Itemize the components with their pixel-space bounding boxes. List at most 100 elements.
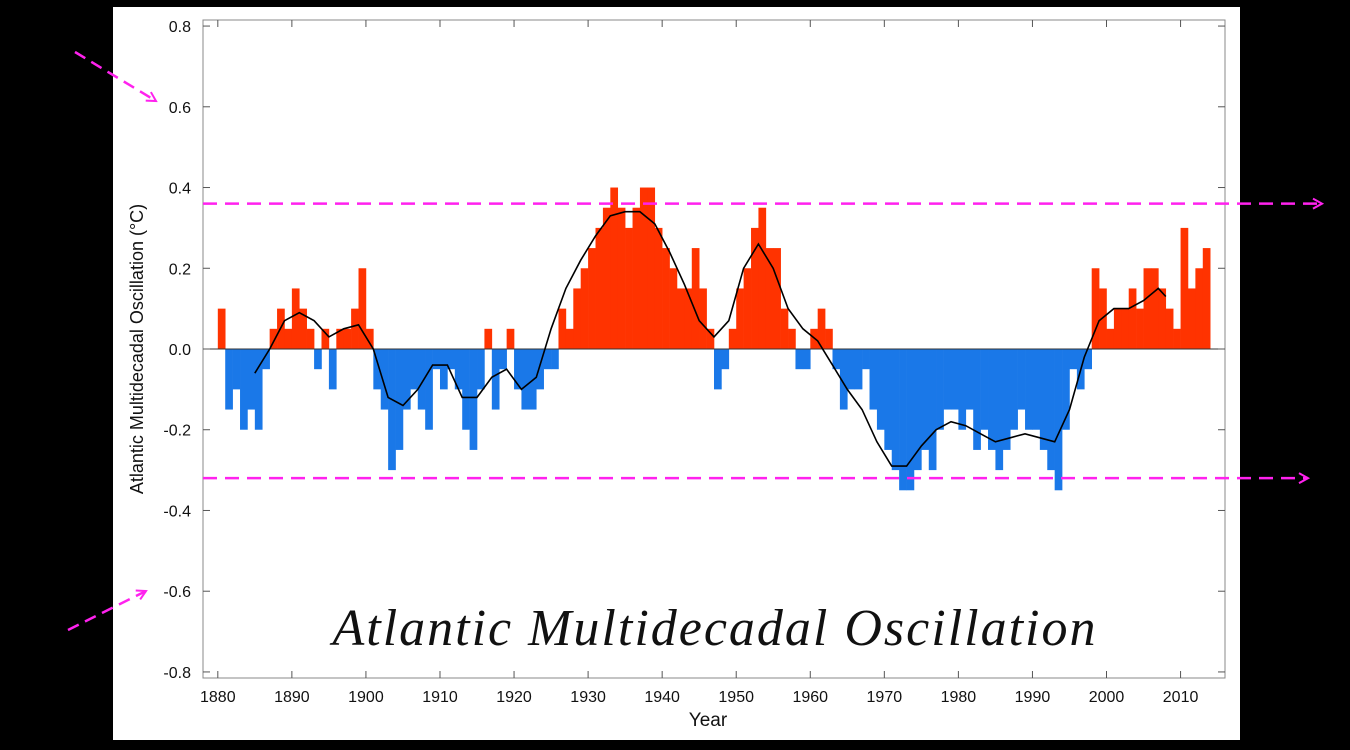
x-tick-label: 1910 <box>422 689 458 706</box>
y-tick-label: 0.6 <box>169 100 191 117</box>
bar <box>721 349 730 370</box>
bar <box>928 349 937 471</box>
bar <box>551 349 559 370</box>
x-tick-label: 1930 <box>570 689 606 706</box>
bar <box>795 349 804 370</box>
bar <box>514 349 522 390</box>
bar <box>402 349 411 410</box>
bar <box>847 349 856 390</box>
y-tick-label: -0.8 <box>163 665 191 682</box>
bar <box>1121 308 1130 349</box>
smoothed-line <box>254 210 1167 467</box>
bar <box>1091 268 1100 349</box>
bar <box>913 349 922 471</box>
bar <box>543 349 552 370</box>
bar <box>921 349 930 450</box>
bar <box>1143 268 1152 349</box>
bar <box>758 207 767 349</box>
bar <box>1195 268 1204 349</box>
bar <box>988 349 996 450</box>
bar <box>395 349 404 450</box>
x-tick-label: 2000 <box>1089 689 1125 706</box>
bar <box>943 349 952 410</box>
bar <box>788 328 796 349</box>
bar <box>958 349 967 430</box>
bar <box>899 349 907 491</box>
bar <box>336 328 345 349</box>
bar <box>1128 288 1137 349</box>
bar <box>1173 328 1181 349</box>
bar <box>691 248 700 349</box>
bar <box>417 349 426 410</box>
x-tick-label: 1970 <box>867 689 903 706</box>
bar <box>647 187 656 349</box>
bar <box>1017 349 1026 410</box>
bar <box>862 349 870 370</box>
bar <box>662 248 670 349</box>
bar <box>269 328 278 349</box>
bar <box>358 268 367 349</box>
x-tick-label: 1940 <box>644 689 680 706</box>
bar <box>751 227 759 349</box>
bar <box>1187 288 1196 349</box>
bar <box>410 349 419 390</box>
bar <box>321 328 330 349</box>
bar <box>1099 288 1107 349</box>
bar <box>1062 349 1070 430</box>
bar <box>343 328 352 349</box>
bar <box>714 349 722 390</box>
bar <box>854 349 863 390</box>
bar <box>1113 308 1122 349</box>
y-tick-label: 0.4 <box>169 181 191 198</box>
bar <box>314 349 322 370</box>
bar <box>973 349 981 450</box>
bar <box>995 349 1004 471</box>
bar <box>832 349 841 370</box>
bar <box>728 328 737 349</box>
bar <box>521 349 530 410</box>
bar <box>825 328 833 349</box>
bar <box>602 207 611 349</box>
bar <box>1039 349 1048 450</box>
overlay-title: Atlantic Multidecadal Oscillation <box>329 600 1097 657</box>
bar <box>299 308 307 349</box>
bar <box>632 207 641 349</box>
bar <box>425 349 433 430</box>
bar <box>950 349 959 410</box>
bar <box>306 328 315 349</box>
y-tick-label: 0.0 <box>169 342 191 359</box>
bar <box>217 308 226 349</box>
y-tick-label: 0.8 <box>169 19 191 36</box>
bar <box>802 349 811 370</box>
y-tick-label: -0.6 <box>163 584 191 601</box>
bar <box>380 349 389 410</box>
y-tick-label: 0.2 <box>169 261 191 278</box>
x-tick-label: 2010 <box>1163 689 1199 706</box>
bar <box>499 349 507 370</box>
x-tick-label: 1890 <box>274 689 310 706</box>
bar <box>891 349 900 471</box>
bar <box>1106 328 1115 349</box>
bar <box>462 349 470 430</box>
bar <box>284 328 293 349</box>
x-tick-label: 1990 <box>1015 689 1051 706</box>
x-tick-label: 1920 <box>496 689 532 706</box>
plot-area: 0.8 0.6 0.4 0.2 0.0 -0.2 -0.4 -0.6 -0.8 1880 1890 1… <box>163 19 1226 706</box>
bar <box>588 248 596 349</box>
bar <box>936 349 944 430</box>
bar <box>676 288 685 349</box>
bar <box>884 349 893 450</box>
bar <box>536 349 544 390</box>
arrow <box>74 50 156 103</box>
y-tick-label: -0.4 <box>163 503 191 520</box>
bar <box>254 349 263 430</box>
bar <box>558 308 567 349</box>
bar <box>780 308 789 349</box>
bar <box>1180 227 1189 349</box>
bar <box>869 349 878 410</box>
bar <box>625 227 633 349</box>
bar <box>365 328 374 349</box>
bar <box>477 349 485 390</box>
bar <box>491 349 500 410</box>
